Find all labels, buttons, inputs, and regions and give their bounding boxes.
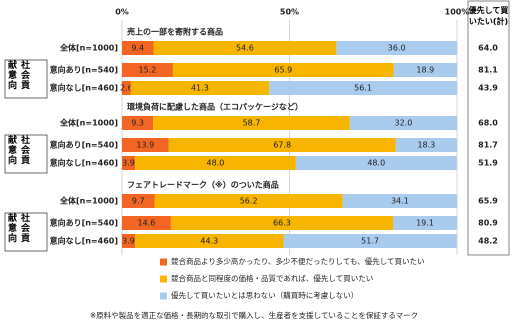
bar-segment xyxy=(122,138,169,152)
segment-label: 社会貢献意向 xyxy=(6,135,29,165)
value-label: 19.1 xyxy=(416,219,434,228)
value-label: 9.7 xyxy=(132,197,145,206)
bar-segment xyxy=(349,116,457,130)
bar-segment xyxy=(170,216,394,230)
value-label: 48.0 xyxy=(367,159,385,168)
value-label: 67.8 xyxy=(273,141,291,150)
value-label: 51.7 xyxy=(361,237,379,246)
value-label: 3.9 xyxy=(122,237,135,246)
total-header-box: 優先して買いたい(計) xyxy=(468,6,509,26)
value-label: 14.6 xyxy=(138,219,156,228)
value-label: 56.2 xyxy=(240,197,258,206)
value-label: 48.0 xyxy=(207,159,225,168)
bar-segment xyxy=(122,41,154,55)
bar-segment xyxy=(393,216,457,230)
legend-label: 競合商品より多少高かったり、多少不便だったりしても、優先して買いたい xyxy=(171,256,425,266)
segment-label-box: 社会貢献意向 xyxy=(6,135,29,165)
bar-segment xyxy=(153,41,337,55)
segment-label: 社会貢献意向 xyxy=(6,213,29,243)
total-label: 81.7 xyxy=(478,141,498,150)
value-label: 65.9 xyxy=(274,66,292,75)
total-label: 65.9 xyxy=(478,197,498,206)
bar-segment xyxy=(154,194,343,208)
value-label: 34.1 xyxy=(391,197,409,206)
total-label: 51.9 xyxy=(478,159,498,168)
bar-segment xyxy=(122,234,136,248)
value-label: 44.3 xyxy=(200,237,218,246)
bar-segment xyxy=(269,81,457,95)
group-title: 環境負荷に配慮した商品（エコパッケージなど） xyxy=(127,102,303,112)
x-tick-label: 0% xyxy=(115,8,129,17)
total-label: 43.9 xyxy=(478,84,498,93)
total-label: 48.2 xyxy=(478,237,498,246)
total-column xyxy=(467,0,510,256)
bar-segment xyxy=(135,234,284,248)
footnote: ※原料や製品を適正な価格・長期的な取引で購入し、生産者を支援していることを保証す… xyxy=(90,310,418,320)
total-label: 68.0 xyxy=(478,119,498,128)
bar-segment xyxy=(153,116,350,130)
y-tick-label: 意向あり[n=540] xyxy=(50,218,118,228)
legend-swatch xyxy=(160,258,167,266)
x-tick-label: 100% xyxy=(445,8,470,17)
value-label: 2.6 xyxy=(120,84,133,93)
total-label: 81.1 xyxy=(478,66,498,75)
legend-label: 競合商品と同程度の価格・品質であれば、優先して買いたい xyxy=(171,273,373,283)
segment-box xyxy=(4,59,48,99)
bar-segment xyxy=(172,63,394,77)
y-tick-label: 全体[n=1000] xyxy=(59,43,118,53)
bar-segment xyxy=(395,138,457,152)
value-label: 41.3 xyxy=(191,84,209,93)
value-label: 32.0 xyxy=(394,119,412,128)
bar-segment xyxy=(122,81,131,95)
legend-label: 優先して買いたいとは思わない（購買時に考慮しない） xyxy=(171,290,358,300)
bar-segment xyxy=(342,194,457,208)
bar-segment xyxy=(122,63,173,77)
total-label: 64.0 xyxy=(478,44,498,53)
bar-segment xyxy=(122,194,155,208)
value-label: 18.9 xyxy=(416,66,434,75)
legend-swatch xyxy=(160,292,167,300)
value-label: 56.1 xyxy=(354,84,372,93)
y-tick-label: 意向なし[n=460] xyxy=(50,83,118,93)
bar-segment xyxy=(122,216,171,230)
segment-label-box: 社会貢献意向 xyxy=(6,60,29,90)
bar-segment xyxy=(122,116,154,130)
y-tick-label: 意向あり[n=540] xyxy=(50,140,118,150)
value-label: 13.9 xyxy=(136,141,154,150)
value-label: 9.4 xyxy=(131,44,144,53)
value-label: 36.0 xyxy=(388,44,406,53)
value-label: 18.3 xyxy=(417,141,435,150)
y-tick-label: 意向なし[n=460] xyxy=(50,236,118,246)
total-header: 優先して買いたい(計) xyxy=(468,6,509,26)
total-label: 80.9 xyxy=(478,219,498,228)
x-tick-label: 50% xyxy=(280,8,299,17)
bar-segment xyxy=(393,63,457,77)
bar-segment xyxy=(130,81,270,95)
segment-box xyxy=(4,212,48,252)
value-label: 58.7 xyxy=(243,119,261,128)
bar-segment xyxy=(295,156,457,170)
group-title: フェアトレードマーク（※）のついた商品 xyxy=(127,180,279,190)
bar-segment xyxy=(336,41,457,55)
y-tick-label: 意向なし[n=460] xyxy=(50,158,118,168)
value-label: 3.9 xyxy=(122,159,135,168)
segment-box xyxy=(4,134,48,174)
value-label: 66.3 xyxy=(273,219,291,228)
bar-segment xyxy=(135,156,296,170)
legend-swatch xyxy=(160,275,167,283)
bar-segment xyxy=(122,156,136,170)
group-title: 売上の一部を寄附する商品 xyxy=(127,27,223,37)
bar-segment xyxy=(283,234,457,248)
bar-segment xyxy=(168,138,396,152)
value-label: 9.3 xyxy=(131,119,144,128)
y-tick-label: 全体[n=1000] xyxy=(59,196,118,206)
segment-label-box: 社会貢献意向 xyxy=(6,213,29,243)
y-tick-label: 全体[n=1000] xyxy=(59,118,118,128)
y-tick-label: 意向あり[n=540] xyxy=(50,65,118,75)
segment-label: 社会貢献意向 xyxy=(6,60,29,90)
value-label: 54.6 xyxy=(236,44,254,53)
value-label: 15.2 xyxy=(139,66,157,75)
